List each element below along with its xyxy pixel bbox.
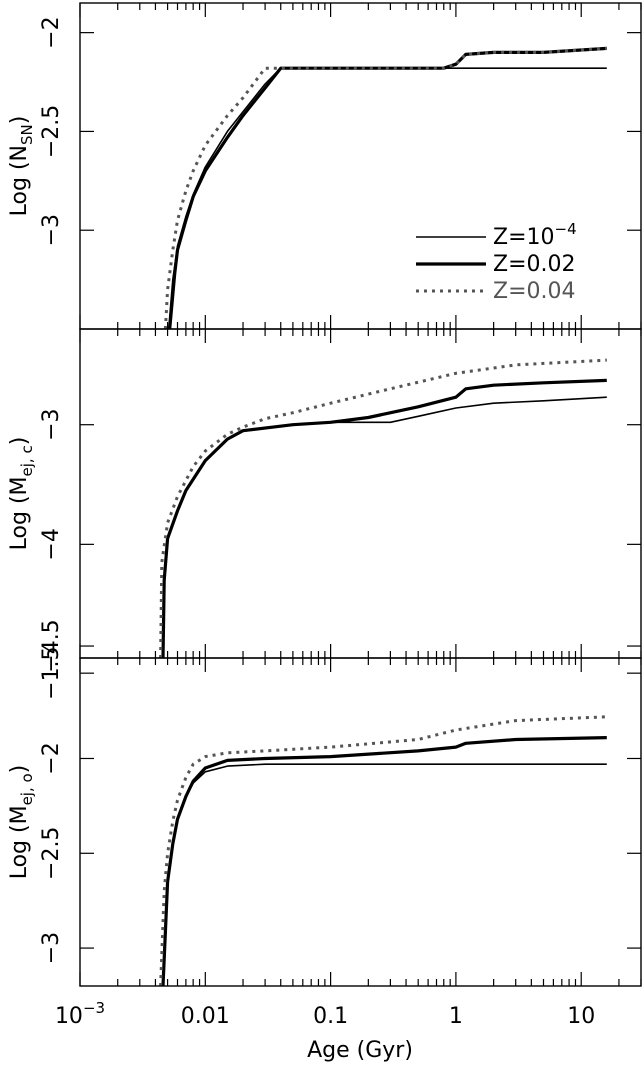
- x-tick-label: 10: [567, 1004, 595, 1029]
- x-tick-label: 0.1: [313, 1004, 348, 1029]
- y-axis-title-end: ): [7, 116, 32, 125]
- series-group: [163, 46, 607, 329]
- x-tick-label: 10−3: [55, 999, 105, 1029]
- x-tick-label-base: 0.1: [313, 1004, 348, 1029]
- legend-label: Z=0.04: [493, 279, 576, 304]
- series-line-dotted: [159, 358, 607, 658]
- y-axis-title-sub: ej, c: [18, 445, 36, 476]
- legend-label-base: Z=0.04: [493, 279, 576, 304]
- y-tick-label: −1.5: [39, 646, 64, 699]
- y-tick-label: −3: [39, 214, 64, 246]
- y-tick-label: −2: [39, 742, 64, 774]
- y-tick-label: −3: [39, 932, 64, 964]
- y-axis-title-main: Log (N: [7, 145, 32, 216]
- series-line-dotted: [159, 715, 607, 986]
- x-ticks: [79, 658, 642, 986]
- y-tick-label: −2: [39, 16, 64, 48]
- x-ticks: [79, 3, 642, 329]
- x-tick-label-base: 10: [55, 1004, 83, 1029]
- y-axis-title-sub: SN: [18, 124, 36, 145]
- series-line-thick: [161, 736, 607, 986]
- y-axis-title-sub: ej, o: [18, 773, 36, 805]
- y-axis-title: Log (NSN): [7, 116, 36, 217]
- legend-label-exp: −4: [555, 220, 577, 238]
- y-tick-label: −2.5: [39, 827, 64, 880]
- series-line-thick: [161, 378, 607, 658]
- x-tick-label: 0.01: [181, 1004, 230, 1029]
- y-tick-label: −2.5: [39, 105, 64, 158]
- y-tick-label: −4: [39, 528, 64, 560]
- series-line-thin: [162, 763, 607, 986]
- x-axis-title: Age (Gyr): [307, 1038, 413, 1063]
- y-axis-title: Log (Mej, o): [7, 765, 36, 880]
- y-axis-title-main: Log (M: [7, 805, 32, 879]
- y-axis-title-main: Log (M: [7, 476, 32, 550]
- y-axis-title-end: ): [7, 437, 32, 446]
- series-group: [159, 358, 607, 658]
- y-axis-title: Log (Mej, c): [7, 437, 36, 551]
- x-tick-label-base: 0.01: [181, 1004, 230, 1029]
- panel-3: −1.5 −2 −2.5 −3 Log (Mej, o): [7, 646, 642, 987]
- y-tick-label: −3: [39, 408, 64, 440]
- legend-label: Z=10−4: [493, 220, 577, 250]
- series-group: [159, 715, 607, 986]
- y-tick-label: −4.5: [39, 619, 64, 672]
- y-axis-title-end: ): [7, 765, 32, 774]
- panel-frame: [79, 657, 642, 987]
- legend-label: Z=0.02: [493, 252, 576, 277]
- legend-label-base: Z=10: [493, 225, 555, 250]
- x-tick-label-base: 10: [567, 1004, 595, 1029]
- x-tick-label: 1: [449, 1004, 463, 1029]
- x-tick-label-exp: −3: [83, 999, 105, 1017]
- panel-2: −3 −4 −4.5 Log (Mej, c): [7, 328, 642, 673]
- x-tick-label-base: 1: [449, 1004, 463, 1029]
- series-line-dotted: [163, 46, 607, 329]
- legend-label-base: Z=0.02: [493, 252, 576, 277]
- legend: Z=10−4Z=0.02Z=0.04: [416, 220, 577, 304]
- x-axis-labels: 10−3 0.01 0.1 1 10: [55, 999, 595, 1029]
